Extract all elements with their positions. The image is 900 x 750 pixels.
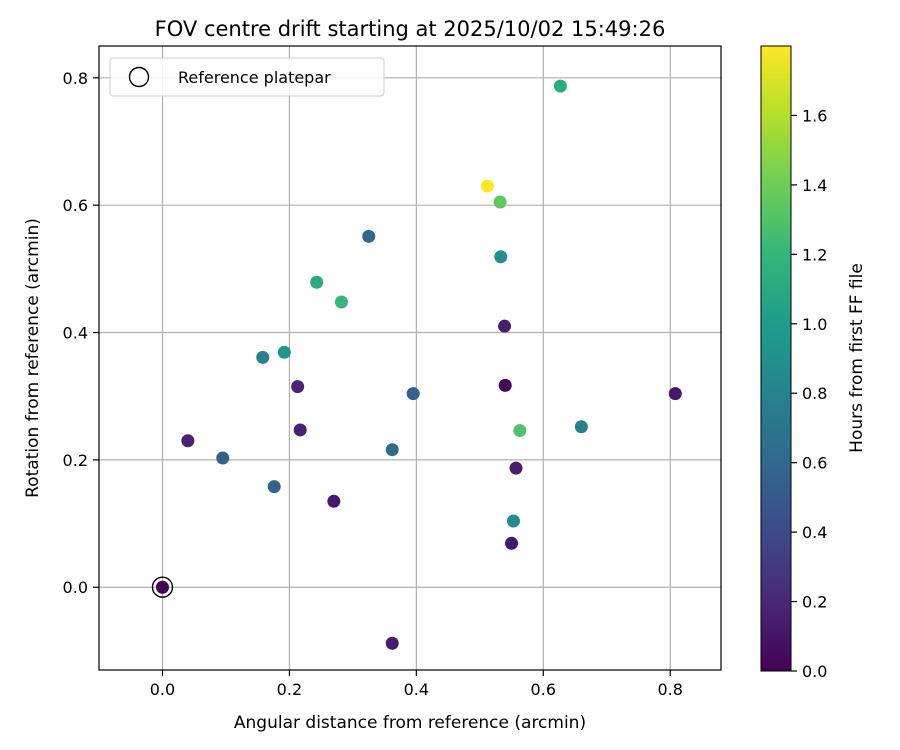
colorbar-tick-label: 0.0 — [802, 662, 827, 681]
axis-ticks: 0.0 0.2 0.4 0.6 0.8 0.0 0.2 0.4 0.6 0.8 — [63, 69, 683, 699]
data-point — [155, 580, 169, 594]
data-point — [334, 295, 348, 309]
legend: Reference platepar — [109, 57, 385, 97]
colorbar-tick-label: 1.4 — [802, 176, 827, 195]
data-point — [668, 387, 682, 401]
x-axis-label: Angular distance from reference (arcmin) — [234, 713, 586, 733]
data-point — [493, 195, 507, 209]
colorbar-ticks: 0.0 0.2 0.4 0.6 0.8 1.0 1.2 1.4 1.6 — [791, 106, 827, 681]
grid-lines — [99, 46, 721, 670]
data-point — [385, 636, 399, 650]
data-point — [327, 494, 341, 508]
y-tick-label: 0.6 — [63, 196, 88, 215]
y-tick-label: 0.0 — [63, 578, 88, 597]
y-tick-label: 0.2 — [63, 451, 88, 470]
x-tick-label: 0.2 — [277, 680, 302, 699]
data-point — [216, 451, 230, 465]
legend-marker-icon — [128, 66, 150, 88]
colorbar-tick-label: 1.2 — [802, 245, 827, 264]
colorbar-tick-label: 0.8 — [802, 384, 827, 403]
data-point — [267, 480, 281, 494]
y-tick-label: 0.4 — [63, 324, 88, 343]
data-point — [506, 514, 520, 528]
data-point — [480, 179, 494, 193]
chart-title: FOV centre drift starting at 2025/10/02 … — [155, 17, 666, 41]
plot-frame — [98, 45, 722, 671]
x-tick-label: 0.8 — [657, 680, 682, 699]
data-point — [277, 345, 291, 359]
legend-entry-reference: Reference platepar — [178, 68, 331, 87]
colorbar: 0.0 0.2 0.4 0.6 0.8 1.0 1.2 1.4 1.6 Hours from f… — [760, 45, 867, 681]
data-point — [406, 387, 420, 401]
data-point — [505, 536, 519, 550]
x-tick-label: 0.4 — [404, 680, 429, 699]
colorbar-tick-label: 0.6 — [802, 454, 827, 473]
colorbar-label: Hours from first FF file — [847, 263, 867, 453]
data-point — [362, 229, 376, 243]
colorbar-tick-label: 0.2 — [802, 593, 827, 612]
colorbar-tick-label: 1.6 — [802, 106, 827, 125]
data-point — [509, 461, 523, 475]
data-point — [256, 350, 270, 364]
data-point — [574, 420, 588, 434]
colorbar-gradient — [760, 45, 792, 672]
data-point — [293, 423, 307, 437]
data-points — [151, 79, 682, 650]
data-point — [494, 250, 508, 264]
colorbar-tick-label: 1.0 — [802, 315, 827, 334]
reference-marker — [151, 576, 174, 598]
x-tick-label: 0.0 — [150, 680, 175, 699]
data-point — [181, 434, 195, 448]
data-point — [553, 79, 567, 93]
colorbar-tick-label: 0.4 — [802, 523, 827, 542]
y-tick-label: 0.8 — [63, 69, 88, 88]
x-tick-label: 0.6 — [531, 680, 556, 699]
data-point — [385, 443, 399, 457]
legend-box — [109, 57, 385, 97]
y-axis-label: Rotation from reference (arcmin) — [23, 218, 43, 498]
data-point — [310, 275, 324, 289]
data-point — [291, 380, 305, 394]
data-point — [498, 319, 512, 333]
data-point — [513, 424, 527, 438]
data-point — [498, 378, 512, 392]
